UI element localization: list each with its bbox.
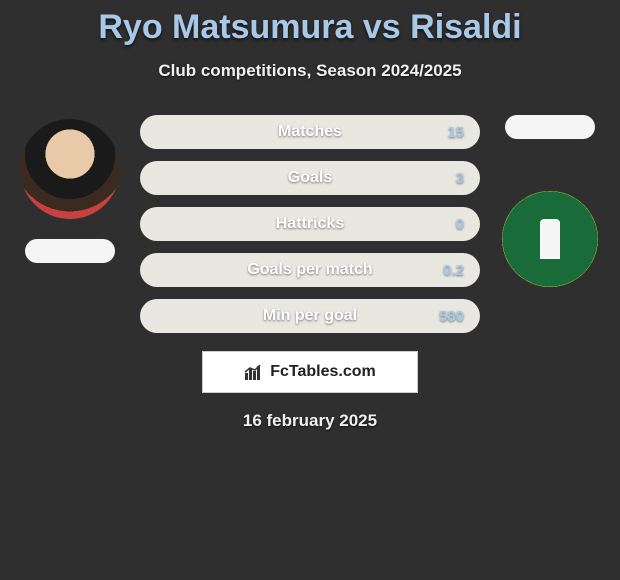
- player-right-badge: [502, 191, 598, 287]
- player-left-column: [10, 105, 130, 263]
- stat-label: Hattricks: [276, 215, 344, 233]
- stat-row-gpm: Goals per match 0.2: [140, 253, 480, 287]
- badge-monument-icon: [540, 219, 560, 259]
- stat-value-right: 0.2: [443, 262, 464, 279]
- subtitle: Club competitions, Season 2024/2025: [0, 61, 620, 81]
- chart-icon: [244, 363, 264, 381]
- main-row: Matches 15 Goals 3 Hattricks 0 Goals per…: [0, 105, 620, 333]
- stat-label: Goals per match: [247, 261, 372, 279]
- player-left-value-pill: [25, 239, 115, 263]
- page-title: Ryo Matsumura vs Risaldi: [0, 8, 620, 47]
- brand-text: FcTables.com: [270, 363, 376, 381]
- infographic-container: Ryo Matsumura vs Risaldi Club competitio…: [0, 0, 620, 431]
- stat-row-goals: Goals 3: [140, 161, 480, 195]
- stat-value-right: 3: [456, 170, 464, 187]
- stats-column: Matches 15 Goals 3 Hattricks 0 Goals per…: [140, 105, 480, 333]
- branding-box[interactable]: FcTables.com: [202, 351, 418, 393]
- player-left-avatar: [20, 119, 120, 219]
- stat-row-matches: Matches 15: [140, 115, 480, 149]
- stat-row-hattricks: Hattricks 0: [140, 207, 480, 241]
- player-right-column: [490, 105, 610, 287]
- stat-row-mpg: Min per goal 580: [140, 299, 480, 333]
- stat-label: Min per goal: [263, 307, 357, 325]
- stat-value-right: 15: [447, 124, 464, 141]
- date-text: 16 february 2025: [0, 411, 620, 431]
- stat-value-right: 580: [439, 308, 464, 325]
- stat-label: Goals: [288, 169, 332, 187]
- player-right-value-pill: [505, 115, 595, 139]
- stat-value-right: 0: [456, 216, 464, 233]
- stat-label: Matches: [278, 123, 342, 141]
